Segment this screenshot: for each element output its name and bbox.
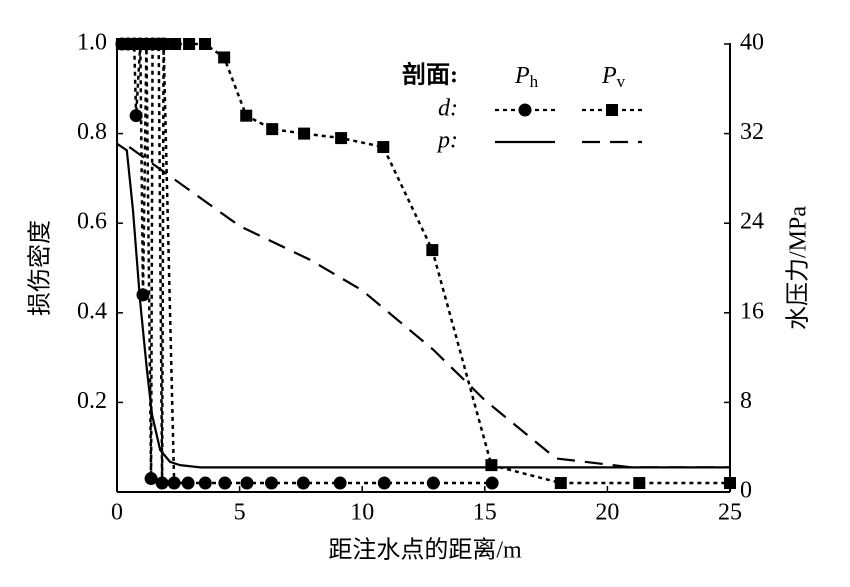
marker-circle bbox=[426, 476, 440, 490]
legend-sub: v bbox=[617, 72, 626, 91]
legend-row: d: bbox=[438, 96, 458, 122]
y2-tick-label: 32 bbox=[740, 119, 764, 145]
y2-axis-title: 水压力/MPa bbox=[785, 206, 812, 330]
legend-sub: h bbox=[530, 72, 539, 91]
marker-square bbox=[266, 123, 279, 136]
marker-square bbox=[335, 132, 348, 145]
y2-tick-label: 0 bbox=[740, 478, 752, 504]
marker-circle bbox=[129, 109, 143, 123]
y-tick-label: 0.8 bbox=[77, 119, 107, 145]
x-tick-label: 0 bbox=[111, 500, 123, 526]
marker-square bbox=[240, 109, 253, 122]
marker-circle bbox=[218, 476, 232, 490]
marker-square bbox=[554, 477, 567, 490]
legend-base: P bbox=[514, 63, 530, 89]
x-tick-label: 15 bbox=[473, 500, 497, 526]
legend-row: p: bbox=[436, 128, 458, 154]
y-tick-label: 1.0 bbox=[77, 30, 107, 56]
marker-square bbox=[485, 459, 498, 472]
y-tick-label: 0.4 bbox=[77, 298, 107, 324]
marker-square bbox=[298, 127, 311, 140]
marker-square bbox=[169, 38, 182, 50]
marker-square bbox=[633, 477, 646, 490]
y-tick-label: 0.6 bbox=[77, 209, 107, 235]
series-line bbox=[116, 142, 730, 469]
y-tick-label: 0.2 bbox=[77, 388, 107, 414]
series-line bbox=[121, 42, 493, 485]
series-line bbox=[128, 146, 730, 469]
marker-square bbox=[157, 38, 170, 50]
y2-tick-label: 24 bbox=[740, 209, 764, 235]
x-tick-label: 20 bbox=[595, 500, 619, 526]
marker-circle bbox=[296, 476, 310, 490]
x-tick-label: 10 bbox=[350, 500, 374, 526]
legend-column: Ph bbox=[514, 63, 539, 91]
x-tick-label: 25 bbox=[718, 500, 742, 526]
x-axis-title: 距注水点的距离/m bbox=[328, 537, 522, 564]
marker-circle bbox=[167, 476, 181, 490]
marker-square bbox=[426, 244, 439, 257]
marker-circle bbox=[155, 476, 169, 490]
y2-tick-label: 40 bbox=[740, 30, 764, 56]
legend-header: 剖面: bbox=[402, 61, 458, 89]
y2-tick-label: 8 bbox=[740, 388, 752, 414]
y2-tick-label: 16 bbox=[740, 298, 764, 324]
legend-column: Pv bbox=[601, 63, 626, 91]
marker-square bbox=[377, 141, 390, 154]
marker-circle bbox=[485, 476, 499, 490]
marker-circle bbox=[264, 476, 278, 490]
marker-square bbox=[606, 104, 618, 116]
x-tick-label: 5 bbox=[234, 500, 246, 526]
marker-circle bbox=[518, 103, 532, 117]
marker-circle bbox=[240, 476, 254, 490]
marker-circle bbox=[181, 476, 195, 490]
marker-circle bbox=[333, 476, 347, 490]
marker-square bbox=[183, 38, 196, 50]
marker-circle bbox=[144, 472, 158, 486]
legend-base: P bbox=[601, 63, 617, 89]
marker-square bbox=[199, 38, 212, 50]
marker-square bbox=[724, 477, 736, 490]
y-axis-title: 损伤密度 bbox=[27, 220, 54, 316]
marker-circle bbox=[198, 476, 212, 490]
marker-circle bbox=[377, 476, 391, 490]
marker-square bbox=[218, 51, 231, 64]
legend: 剖面: Ph Pvd:p: bbox=[402, 61, 642, 154]
